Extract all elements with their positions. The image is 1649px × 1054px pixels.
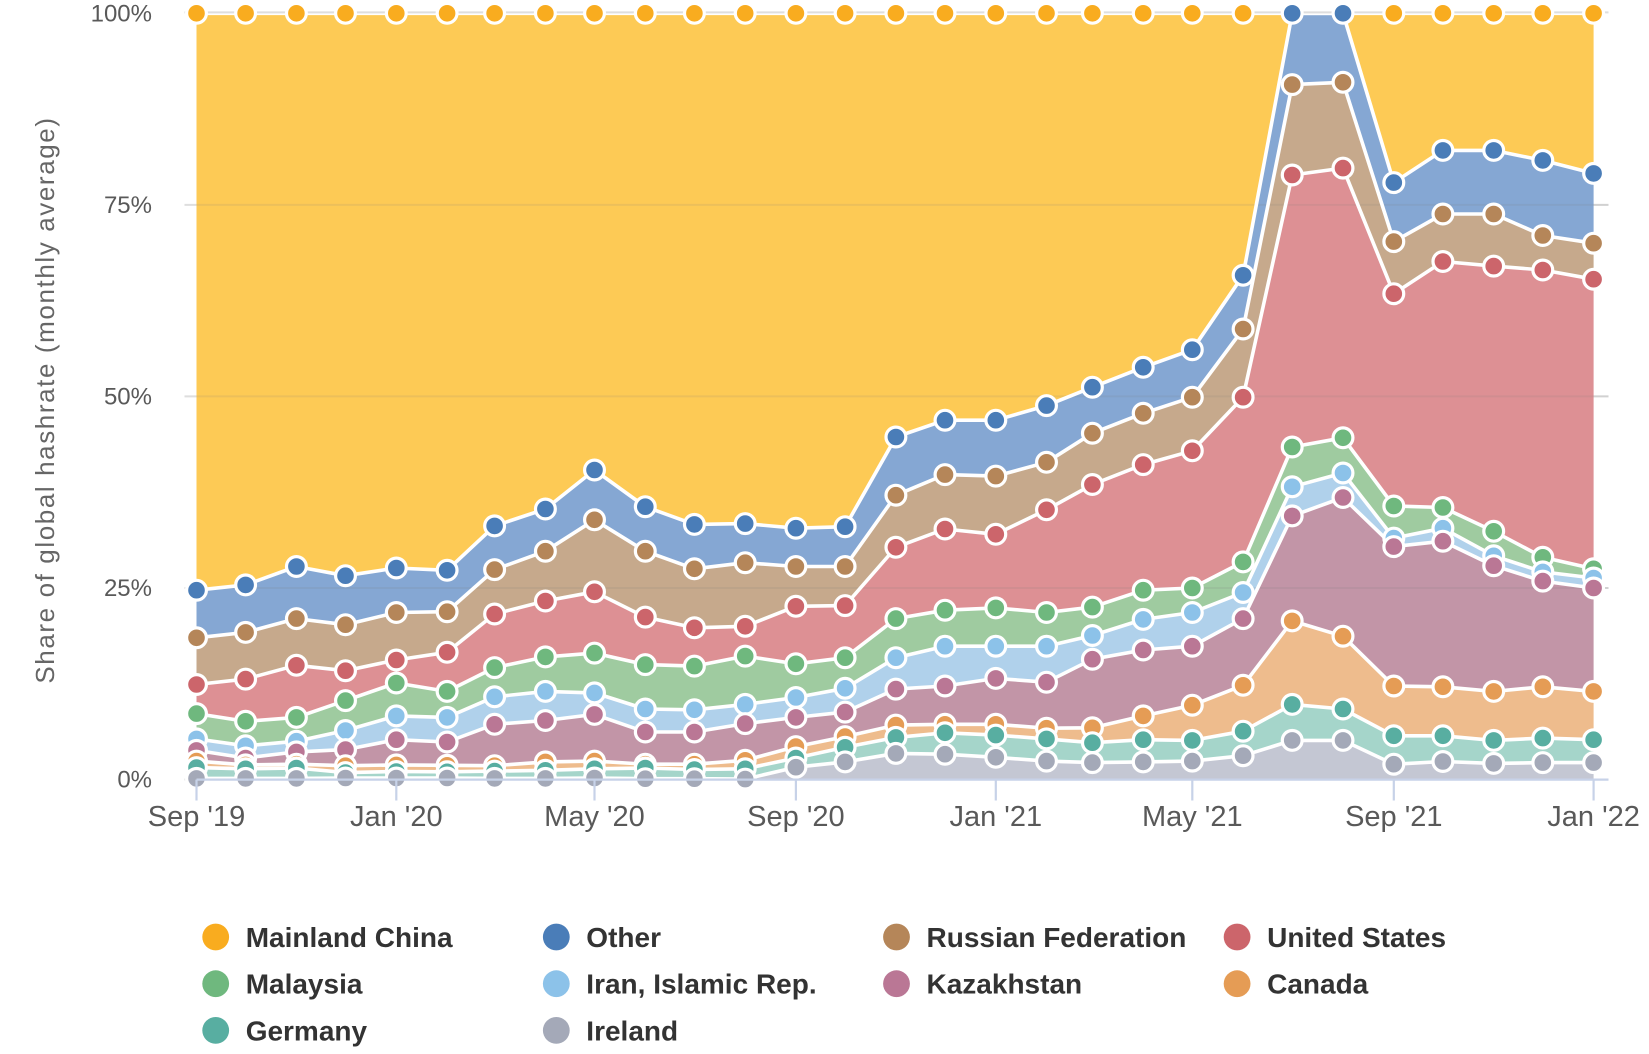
svg-text:0%: 0% (117, 767, 152, 794)
svg-text:Sep '19: Sep '19 (148, 801, 245, 833)
svg-text:United States: United States (1267, 922, 1446, 953)
svg-text:Iran, Islamic Rep.: Iran, Islamic Rep. (586, 969, 816, 1000)
svg-text:May '20: May '20 (544, 801, 645, 833)
svg-text:Mainland China: Mainland China (246, 922, 453, 953)
svg-text:Other: Other (586, 922, 661, 953)
svg-text:75%: 75% (104, 192, 152, 219)
svg-text:Canada: Canada (1267, 969, 1369, 1000)
svg-text:Sep '20: Sep '20 (747, 801, 844, 833)
svg-text:Jan '21: Jan '21 (949, 801, 1042, 833)
svg-text:Sep '21: Sep '21 (1345, 801, 1442, 833)
svg-text:Jan '20: Jan '20 (350, 801, 443, 833)
svg-text:Jan '22: Jan '22 (1547, 801, 1640, 833)
svg-text:Kazakhstan: Kazakhstan (927, 969, 1083, 1000)
svg-text:Russian Federation: Russian Federation (927, 922, 1187, 953)
svg-text:Germany: Germany (246, 1015, 368, 1046)
svg-text:25%: 25% (104, 575, 152, 602)
svg-text:Malaysia: Malaysia (246, 969, 363, 1000)
svg-text:Ireland: Ireland (586, 1015, 678, 1046)
svg-text:100%: 100% (91, 0, 152, 27)
svg-text:Share of global hashrate (mont: Share of global hashrate (monthly averag… (30, 116, 60, 683)
svg-text:50%: 50% (104, 383, 152, 410)
svg-text:May '21: May '21 (1142, 801, 1243, 833)
